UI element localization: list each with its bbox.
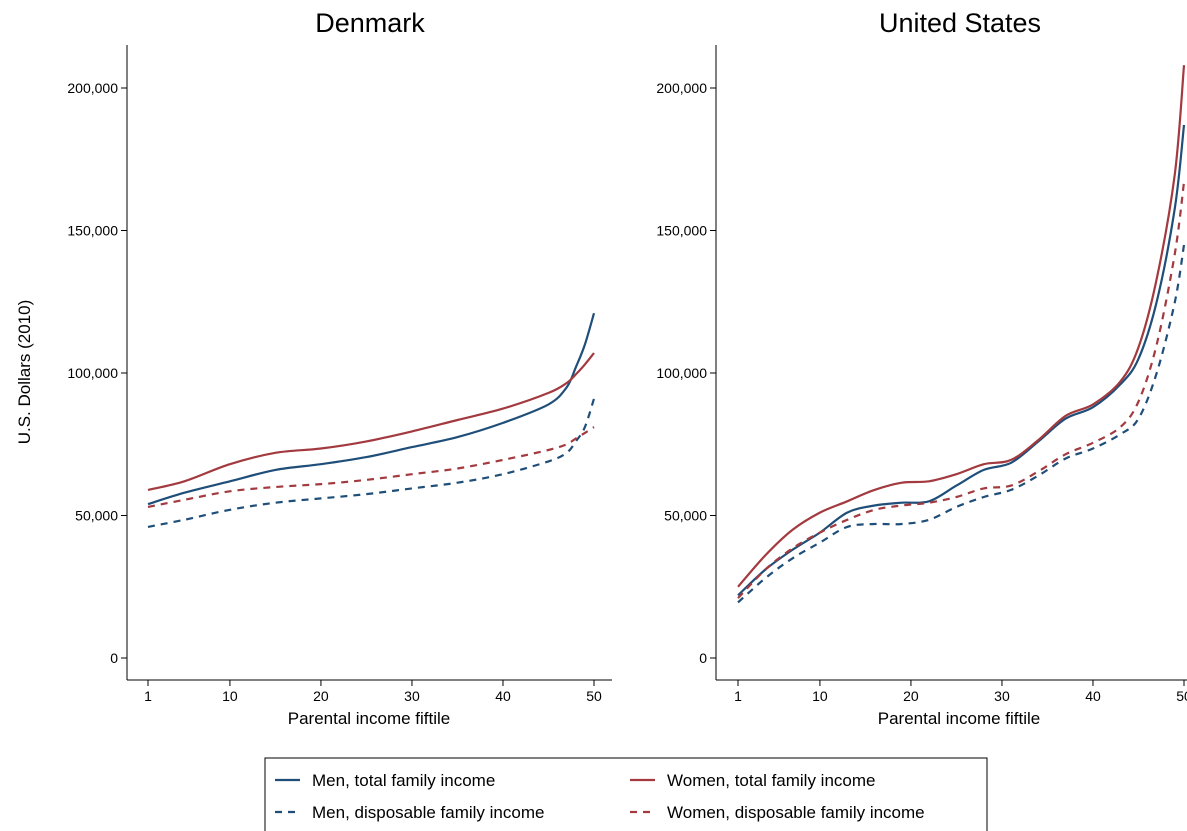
series-line-women-disposable-family-income (147, 426, 595, 508)
y-tick-label: 100,000 (656, 365, 707, 381)
x-tick-label: 10 (222, 688, 238, 704)
x-tick-label: 1 (734, 688, 742, 704)
chart-title: United States (879, 8, 1041, 38)
series-line-women-total-family-income (147, 352, 595, 491)
series-line-men-disposable-family-income (737, 244, 1186, 604)
y-tick-label: 50,000 (75, 508, 118, 524)
y-tick-label: 100,000 (67, 365, 118, 381)
x-tick-label: 50 (586, 688, 602, 704)
united-states-panel: United States 0 50,000 100,000 150,000 200,00… (656, 8, 1187, 728)
x-tick-label: 20 (903, 688, 919, 704)
y-tick-label: 200,000 (67, 80, 118, 96)
legend-label: Women, disposable family income (667, 803, 925, 822)
x-tick-label: 10 (812, 688, 828, 704)
series-line-men-disposable-family-income (147, 398, 596, 528)
y-tick-label: 150,000 (656, 223, 707, 239)
x-tick-label: 40 (495, 688, 511, 704)
x-tick-label: 30 (994, 688, 1010, 704)
x-axis-label: Parental income fiftile (878, 709, 1041, 728)
legend-label: Women, total family income (667, 771, 875, 790)
chart-title: Denmark (315, 8, 425, 38)
x-tick-label: 50 (1176, 688, 1187, 704)
y-tick-label: 50,000 (664, 508, 707, 524)
denmark-panel: Denmark 0 50,000 100,000 150,000 200,000 1 10 20… (15, 8, 612, 728)
series-line-men-total-family-income (147, 312, 596, 506)
y-tick-label: 0 (699, 650, 707, 666)
series-line-men-total-family-income (737, 124, 1186, 597)
legend-label: Men, disposable family income (312, 803, 544, 822)
x-tick-label: 1 (144, 688, 152, 704)
y-axis-label: U.S. Dollars (2010) (15, 300, 34, 445)
x-axis-label: Parental income fiftile (288, 709, 451, 728)
series-line-women-disposable-family-income (737, 181, 1186, 599)
x-tick-label: 30 (404, 688, 420, 704)
y-tick-label: 0 (110, 650, 118, 666)
x-tick-label: 40 (1085, 688, 1101, 704)
series-line-women-total-family-income (737, 65, 1186, 588)
legend-label: Men, total family income (312, 771, 495, 790)
y-tick-label: 200,000 (656, 80, 707, 96)
legend-box (264, 757, 988, 831)
x-tick-label: 20 (313, 688, 329, 704)
legend: Men, total family income Women, total fam… (264, 757, 988, 831)
y-tick-label: 150,000 (67, 223, 118, 239)
